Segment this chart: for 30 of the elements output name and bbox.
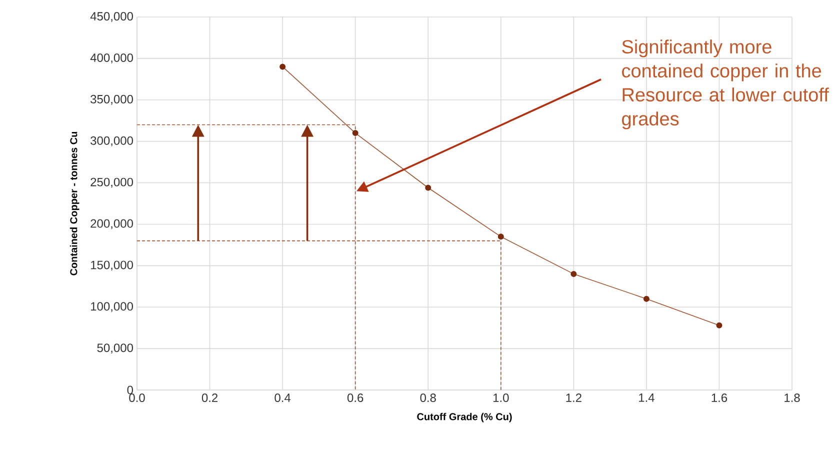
x-tick-label: 1.6 xyxy=(712,394,728,402)
x-tick-label: 1.4 xyxy=(639,394,654,402)
x-tick-label: 1.0 xyxy=(493,394,509,402)
y-tick-label: 350,000 xyxy=(90,94,133,105)
y-tick-label: 250,000 xyxy=(90,178,133,188)
y-tick-label: 400,000 xyxy=(90,53,133,64)
y-tick-label: 50,000 xyxy=(97,344,133,354)
x-tick-label: 0.6 xyxy=(347,394,364,402)
point xyxy=(643,296,650,302)
y-tick-label: 100,000 xyxy=(91,302,133,312)
x-tick-label: 1.2 xyxy=(566,394,582,402)
y-tick-label: 300,000 xyxy=(90,136,133,146)
point xyxy=(280,64,286,70)
x-tick-label: 0.4 xyxy=(274,394,291,402)
x-axis-title: Cutoff Grade (% Cu) xyxy=(417,412,512,422)
point xyxy=(498,234,504,240)
y-tick-label: 150,000 xyxy=(91,260,133,271)
x-tick-label: 0.0 xyxy=(129,394,145,402)
x-tick-label: 0.8 xyxy=(420,394,436,402)
point xyxy=(570,270,577,277)
point xyxy=(352,130,358,136)
y-tick-label: 0 xyxy=(127,386,134,394)
y-tick-label: 450,000 xyxy=(90,12,133,22)
point xyxy=(716,322,722,328)
point xyxy=(425,184,432,191)
y-axis-title: Contained Copper - tonnes Cu xyxy=(70,132,80,276)
x-tick-label: 0.2 xyxy=(202,394,218,402)
y-tick-label: 200,000 xyxy=(90,219,133,230)
annotation: Significantly more contained copper in the Resource at lower cutoff grades xyxy=(622,40,829,130)
x-tick-label: 1.8 xyxy=(784,394,800,402)
